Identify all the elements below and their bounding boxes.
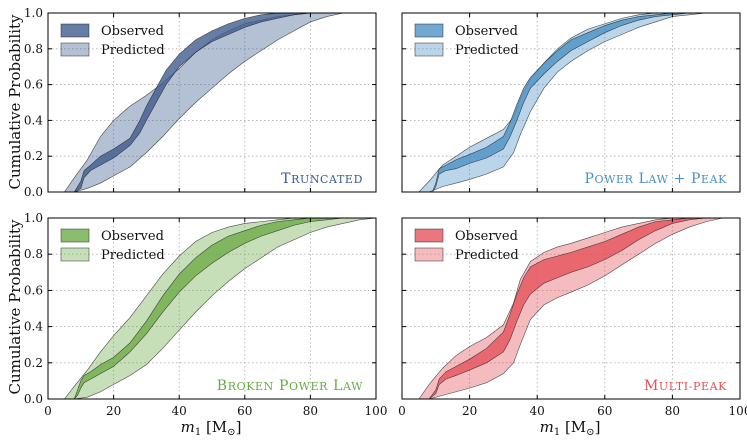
y-tick-label: 0.6 xyxy=(24,283,43,297)
legend-swatch-observed xyxy=(414,228,444,243)
legend: Observed Predicted xyxy=(414,23,519,58)
x-label-m: m xyxy=(540,418,554,436)
legend-swatch-predicted xyxy=(60,247,90,262)
axes-frame xyxy=(47,217,377,400)
x-label-close: ] xyxy=(595,418,601,436)
x-label-sun: ⊙ xyxy=(586,427,594,438)
legend-label-observed: Observed xyxy=(455,24,518,39)
observed-band xyxy=(73,13,376,192)
legend-swatch-observed xyxy=(414,23,444,38)
y-axis-label-top: Cumulative Probability xyxy=(6,14,24,190)
x-tick-label: 100 xyxy=(729,404,747,418)
x-tick-label: 60 xyxy=(597,404,612,418)
x-label-m: m xyxy=(181,418,195,436)
y-tick-label: 0.0 xyxy=(24,392,43,406)
x-label-sub: 1 xyxy=(554,427,560,438)
x-tick-label: 80 xyxy=(303,404,318,418)
predicted-band xyxy=(64,218,376,399)
legend: Observed Predicted xyxy=(414,228,519,263)
legend-label-predicted: Predicted xyxy=(101,248,165,263)
y-tick-label: 0.8 xyxy=(24,42,43,56)
model-title: POWER LAW + PEAK xyxy=(584,171,727,187)
axes-frame xyxy=(401,217,741,400)
legend-label-predicted: Predicted xyxy=(455,43,519,58)
legend-swatch-predicted xyxy=(414,42,444,57)
x-tick-label: 60 xyxy=(237,404,252,418)
model-title: MULTI-PEAK xyxy=(644,378,727,394)
axes-frame xyxy=(47,12,377,193)
y-tick-label: 0.6 xyxy=(24,78,43,92)
x-tick-label: 40 xyxy=(530,404,545,418)
x-tick-label: 0 xyxy=(44,404,52,418)
x-tick-label: 40 xyxy=(172,404,187,418)
predicted-band xyxy=(64,13,376,192)
x-tick-label: 0 xyxy=(398,404,406,418)
x-tick-label: 80 xyxy=(665,404,680,418)
panel-power-law-peak: Observed Predicted POWER LAW + PEAK xyxy=(401,12,741,193)
legend-swatch-predicted xyxy=(60,42,90,57)
legend-label-observed: Observed xyxy=(455,229,518,244)
observed-band xyxy=(428,218,740,399)
x-label-sun: ⊙ xyxy=(227,427,235,438)
observed-band xyxy=(432,13,740,192)
y-tick-label: 1.0 xyxy=(24,211,43,225)
legend-swatch-observed xyxy=(60,23,90,38)
x-label-close: ] xyxy=(236,418,242,436)
x-axis-label-left: m1 [M⊙] xyxy=(181,418,242,438)
y-tick-label: 0.0 xyxy=(24,185,43,199)
model-title: TRUNCATED xyxy=(281,171,363,187)
y-axis-label-bottom: Cumulative Probability xyxy=(6,219,24,395)
axes-frame xyxy=(401,12,741,193)
panel-truncated: 0.0 0.2 0.4 0.6 0.8 1.0 Observed Predicted TRUNC… xyxy=(24,6,377,199)
predicted-band xyxy=(418,218,740,399)
legend-label-predicted: Predicted xyxy=(101,43,165,58)
legend-label-observed: Observed xyxy=(101,24,164,39)
y-tick-label: 0.4 xyxy=(24,113,43,127)
y-tick-label: 0.2 xyxy=(24,149,43,163)
legend-swatch-observed xyxy=(60,228,90,243)
legend: Observed Predicted xyxy=(60,228,165,263)
x-label-rest: [M xyxy=(201,418,227,436)
x-tick-label: 20 xyxy=(462,404,477,418)
x-label-sub: 1 xyxy=(195,427,201,438)
x-label-rest: [M xyxy=(560,418,586,436)
x-tick-label: 100 xyxy=(365,404,388,418)
observed-band xyxy=(73,218,376,399)
y-tick-label: 0.4 xyxy=(24,320,43,334)
legend: Observed Predicted xyxy=(60,23,165,58)
panel-multi-peak: 0 20 40 60 80 100 Observed Predicted MULTI-PEAK xyxy=(398,217,747,418)
panel-broken-power-law: 0 20 40 60 80 100 0.0 0.2 0.4 0.6 0.8 1.0 Observed Pr… xyxy=(24,211,388,418)
y-tick-label: 0.2 xyxy=(24,356,43,370)
x-axis-label-right: m1 [M⊙] xyxy=(540,418,601,438)
legend-swatch-predicted xyxy=(414,247,444,262)
legend-label-observed: Observed xyxy=(101,229,164,244)
x-tick-label: 20 xyxy=(106,404,121,418)
panels: 0.0 0.2 0.4 0.6 0.8 1.0 Observed Predicted TRUNC… xyxy=(24,6,747,418)
y-tick-label: 0.8 xyxy=(24,247,43,261)
model-title: BROKEN POWER LAW xyxy=(217,378,363,394)
y-tick-label: 1.0 xyxy=(24,6,43,20)
legend-label-predicted: Predicted xyxy=(455,248,519,263)
